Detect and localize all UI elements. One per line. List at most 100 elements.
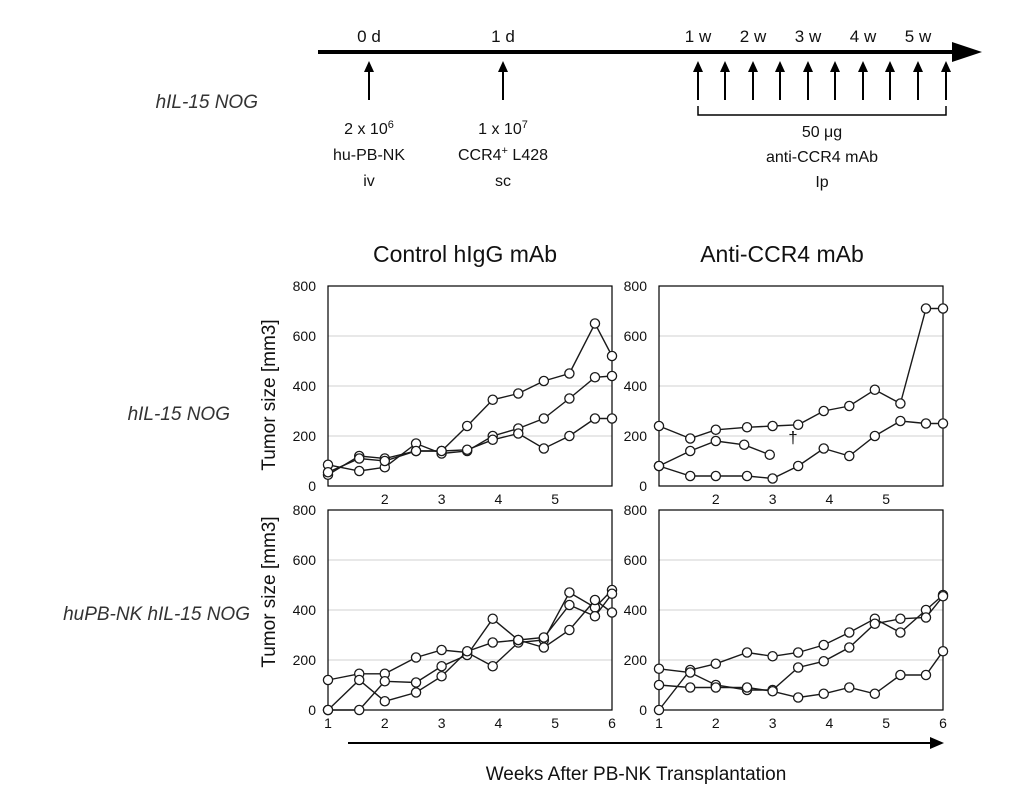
y-tick-label: 0 (308, 702, 316, 718)
data-point (564, 624, 575, 636)
data-point (606, 413, 618, 424)
y-tick-label: 800 (293, 502, 317, 518)
data-point (844, 642, 855, 653)
injection-arrow-6-head (830, 61, 840, 72)
event-arrows (364, 61, 951, 100)
data-point (937, 418, 949, 429)
weeks-arrowhead (930, 737, 944, 749)
data-point (564, 430, 575, 442)
timeline-label-1d: 1 d (491, 27, 515, 46)
event1-route: iv (363, 173, 375, 190)
data-point (461, 444, 473, 455)
event1-cells: hu-PB-NK (333, 147, 405, 164)
data-point (869, 430, 881, 442)
data-point (937, 646, 949, 657)
event1-dose: 2 x 106 (344, 119, 394, 138)
event3-dose: 50 μg (802, 124, 842, 141)
data-point (538, 443, 550, 454)
y-tick-label: 400 (293, 602, 317, 618)
death-dagger: † (788, 428, 797, 447)
x-tick-label: 1 (324, 715, 332, 731)
data-point (741, 421, 753, 433)
panel-control-hil15: 0 200 400 600 800 2 3 4 5 (293, 278, 618, 507)
data-point (538, 642, 550, 653)
x-tick-label: 2 (381, 715, 389, 731)
x-tick-label: 5 (882, 491, 890, 507)
x-tick-label: 4 (495, 491, 503, 507)
y-tick-label: 600 (293, 552, 317, 568)
data-point (353, 453, 365, 464)
injection-arrow-3-head (748, 61, 758, 72)
data-point (767, 651, 778, 662)
data-point (895, 613, 906, 625)
data-point (487, 434, 498, 445)
data-point (818, 639, 829, 651)
data-point (606, 607, 618, 618)
data-point (653, 420, 665, 432)
data-point (920, 612, 932, 623)
event1-arrow-head (364, 61, 374, 72)
data-point (684, 470, 696, 482)
data-point (564, 587, 575, 598)
event2-route: sc (495, 173, 511, 190)
data-point (741, 647, 753, 658)
data-point (792, 647, 804, 658)
data-point (895, 627, 906, 638)
x-tick-label: 2 (712, 491, 720, 507)
x-tick-label: 2 (381, 491, 389, 507)
data-point (379, 696, 391, 707)
data-point (937, 591, 949, 602)
data-point (792, 460, 804, 472)
data-point (653, 663, 665, 675)
x-tick-label: 3 (438, 715, 446, 731)
data-point (684, 682, 696, 693)
data-point (741, 470, 753, 482)
data-point (818, 688, 829, 700)
column-title-control: Control hIgG mAb (373, 241, 557, 267)
panel-anti-ccr4-hil15: 0 200 400 600 800 2 3 4 5 (624, 278, 949, 507)
data-point (764, 449, 776, 460)
data-point (710, 424, 722, 435)
data-point (818, 443, 829, 454)
data-point (895, 669, 906, 681)
data-point (792, 692, 804, 703)
data-point (653, 704, 665, 716)
injection-arrow-7-head (858, 61, 868, 72)
data-point (606, 350, 618, 362)
data-point (487, 613, 498, 625)
data-point (937, 303, 949, 314)
x-tick-label: 4 (826, 491, 834, 507)
y-tick-label: 600 (624, 552, 648, 568)
y-tick-label: 800 (624, 278, 648, 294)
series-line-2 (328, 599, 613, 711)
timeline-label-4w: 4 w (850, 27, 877, 46)
data-point (436, 644, 447, 656)
data-point (606, 588, 618, 600)
data-point (710, 470, 722, 482)
data-point (379, 455, 391, 467)
data-point (436, 661, 447, 672)
timeline: 0 d 1 d 1 w 2 w 3 w 4 w 5 w hIL-15 NOG 2… (156, 27, 982, 191)
x-tick-label: 6 (939, 715, 947, 731)
data-point (818, 656, 829, 667)
data-point (487, 661, 498, 672)
data-point (589, 594, 601, 606)
data-point (920, 418, 932, 429)
data-point (606, 370, 618, 382)
y-axis-label-top: Tumor size [mm3] (259, 319, 280, 470)
data-point (322, 466, 334, 478)
data-point (379, 676, 391, 687)
data-point (589, 413, 601, 424)
event2-dose: 1 x 107 (478, 119, 528, 138)
data-point (589, 611, 601, 622)
y-tick-label: 600 (293, 328, 317, 344)
data-point (710, 435, 722, 447)
panel-control-hupbnk: 0 200 400 600 800 1 2 3 4 5 6 (293, 502, 618, 731)
data-point (410, 445, 422, 457)
data-point (869, 618, 881, 630)
data-point (322, 704, 334, 716)
data-point (353, 465, 365, 477)
x-tick-label: 1 (655, 715, 663, 731)
data-point (684, 667, 696, 678)
